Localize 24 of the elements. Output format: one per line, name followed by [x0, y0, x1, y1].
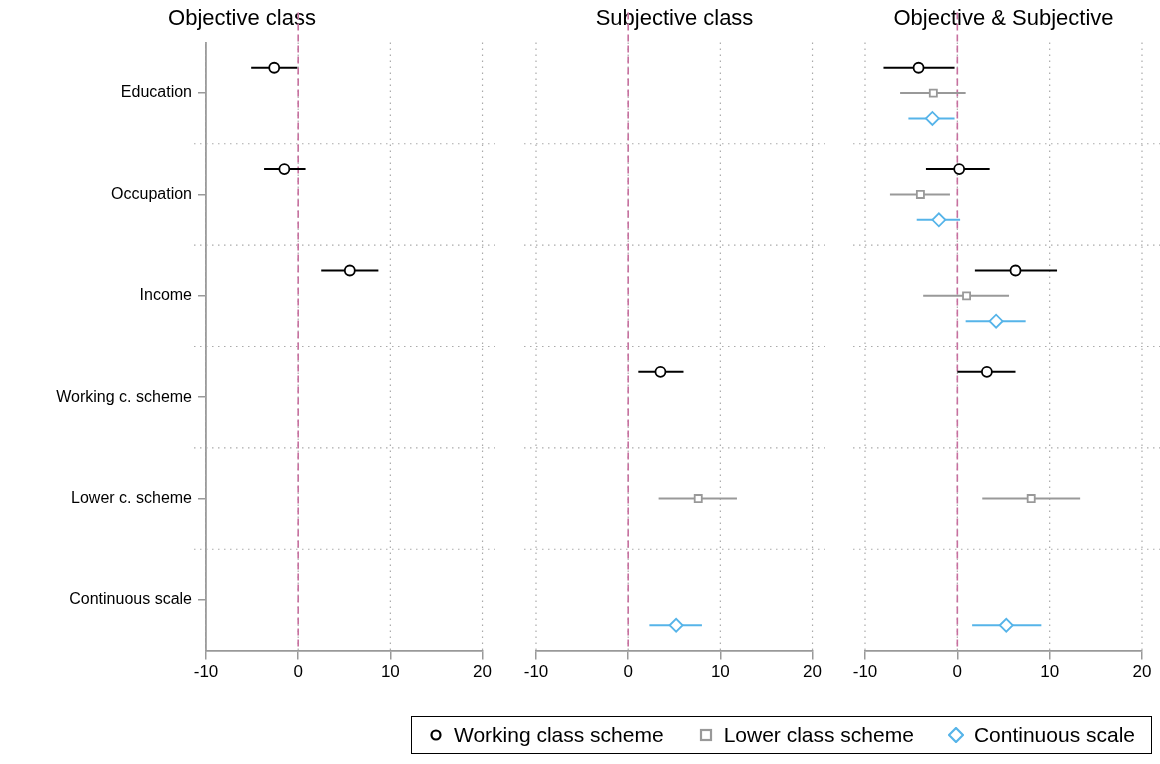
x-tick-label: 0 — [293, 662, 303, 682]
y-tick-label: Working c. scheme — [56, 387, 193, 405]
x-tick-label: 10 — [1040, 662, 1060, 682]
chart-title: Objective & Subjective — [893, 5, 1114, 31]
y-tick-label: Education — [120, 83, 192, 101]
chart-title: Subjective class — [595, 5, 754, 31]
y-tick-label: Lower c. scheme — [71, 488, 193, 506]
y-tick-label: Occupation — [111, 184, 192, 202]
x-tick-label: 10 — [710, 662, 730, 682]
x-tick-label: -10 — [852, 662, 878, 682]
x-tick-label: 0 — [952, 662, 963, 682]
x-tick-label: -10 — [523, 662, 549, 682]
y-tick-label: Income — [139, 286, 193, 304]
legend-label: Continuous scale — [973, 723, 1135, 747]
x-tick-label: -10 — [193, 662, 219, 682]
y-tick-label: Continuous scale — [69, 590, 193, 608]
x-tick-label: 20 — [1132, 662, 1152, 682]
x-tick-label: 0 — [623, 662, 633, 682]
legend-label: Working class scheme — [453, 723, 664, 747]
chart-title: Objective class — [168, 5, 316, 31]
x-tick-label: 20 — [473, 662, 493, 682]
x-tick-label: 10 — [380, 662, 400, 682]
x-tick-label: 20 — [803, 662, 823, 682]
legend-label: Lower class scheme — [723, 723, 914, 747]
